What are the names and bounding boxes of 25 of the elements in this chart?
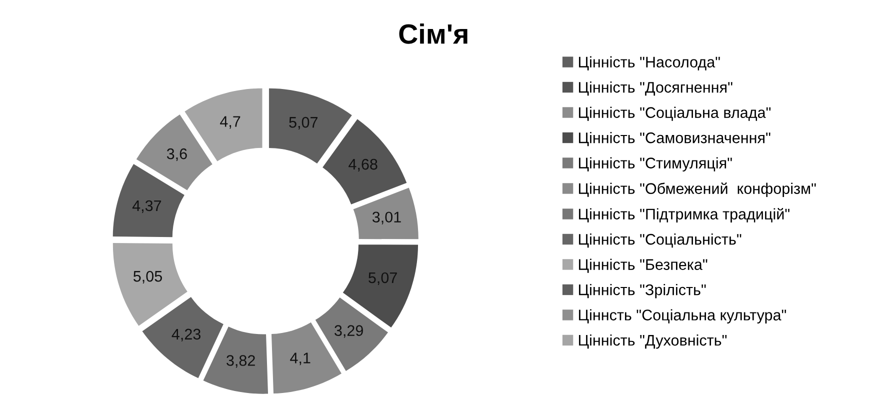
chart-title: Сім'я: [399, 24, 468, 44]
legend-label: Цінність "Обмежений конфорізм": [578, 182, 816, 197]
data-label: 5,05: [133, 270, 162, 284]
data-label: 3,82: [226, 355, 255, 368]
data-label: 4,23: [172, 328, 200, 342]
data-label: 3,29: [334, 325, 363, 338]
data-label: 4,1: [290, 352, 310, 366]
legend-label: Цінність "Самовизначення": [578, 132, 770, 146]
legend-label: Цінність "Підтримка традицій": [578, 208, 790, 223]
legend-label: Цінність "Насолода": [578, 56, 720, 70]
data-label: 5,07: [368, 272, 397, 285]
data-label: 4,68: [348, 158, 378, 172]
legend-label: Цінність "Духовність": [578, 334, 727, 349]
data-label: 4,37: [132, 200, 162, 213]
data-label: 3,01: [372, 212, 401, 224]
legend-label: Цінність "Соціальна влада": [578, 106, 771, 121]
data-label: 4,7: [220, 116, 240, 129]
legend-label: Цінність "Безпека": [578, 258, 708, 273]
legend-label: Ціннсть "Соціальна культура": [578, 309, 786, 324]
legend-label: Цінність "Соціальність": [578, 234, 742, 248]
legend-label: Цінність "Досягнення": [578, 82, 732, 96]
data-label: 5,07: [289, 116, 318, 130]
legend-label: Цінність "Стимуляція": [578, 157, 732, 172]
data-label: 3,6: [166, 148, 187, 162]
legend-label: Цінність "Зрілість": [578, 284, 706, 298]
